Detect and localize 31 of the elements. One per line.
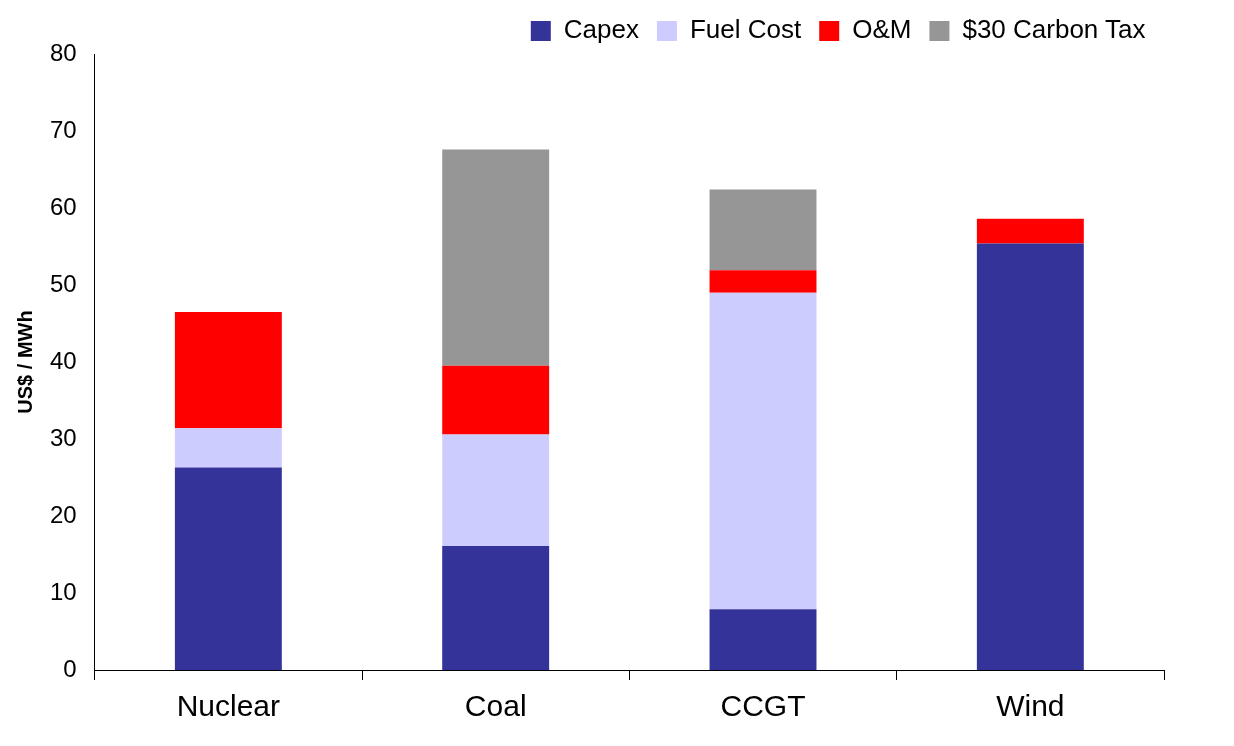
y-tick-label: 20 [49, 500, 77, 528]
bar [976, 243, 1084, 670]
bar [442, 546, 550, 670]
bar [976, 218, 1084, 244]
x-tick-label: Coal [464, 689, 527, 723]
legend-label: $30 Carbon Tax [962, 14, 1146, 45]
y-axis-title: US$ / MWh [13, 310, 36, 414]
legend-label: Fuel Cost [689, 14, 802, 45]
y-tick-label: 70 [49, 115, 77, 143]
y-tick-label: 40 [49, 346, 77, 374]
bar [709, 189, 817, 271]
bar [709, 609, 817, 670]
x-tick-label: Wind [996, 689, 1065, 723]
bar [709, 292, 817, 610]
bar [442, 434, 550, 547]
y-tick-label: 50 [49, 269, 77, 297]
legend-label: O&M [852, 14, 912, 45]
y-tick-label: 60 [49, 192, 77, 220]
legend-label: Capex [563, 14, 639, 45]
y-tick-label: 80 [49, 38, 77, 66]
y-tick-label: 10 [49, 577, 77, 605]
bar [442, 149, 550, 366]
x-tick-label: CCGT [720, 689, 806, 723]
y-tick-label: 30 [49, 423, 77, 451]
bar [174, 467, 282, 670]
bar [709, 270, 817, 293]
bar [174, 428, 282, 468]
bar [442, 365, 550, 435]
x-tick-label: Nuclear [176, 689, 281, 723]
y-tick-label: 0 [63, 654, 77, 682]
bar [174, 311, 282, 429]
